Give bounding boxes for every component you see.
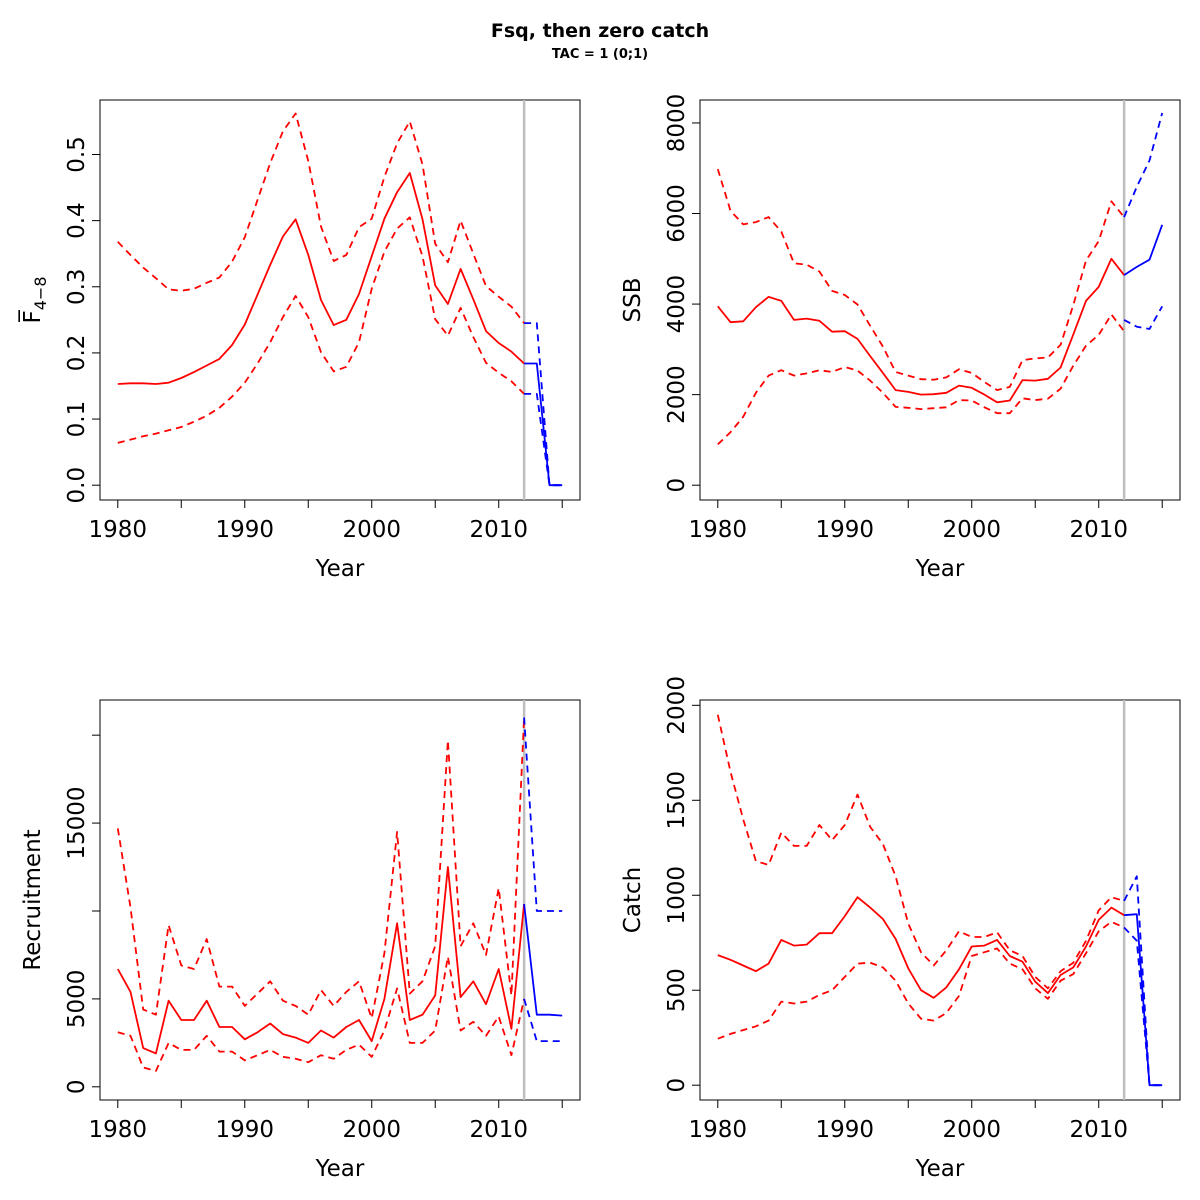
x-tick-label: 1990 [215, 517, 274, 543]
series-line-forecast [523, 903, 563, 1017]
series-line-estimate-lower [717, 920, 1125, 1040]
y-axis-label: Recruitment [20, 829, 46, 970]
series-line-forecast-lower [1123, 305, 1163, 330]
series-line-estimate-lower [717, 313, 1125, 446]
y-tick-label: 1500 [664, 771, 690, 830]
series-line-forecast-upper [1123, 112, 1164, 218]
x-tick-label: 2000 [342, 1117, 401, 1143]
series-line-estimate [717, 896, 1125, 999]
chart-panel-bottom-left: 1980 1990 2000 2010 0 5000 15000 Year Recruitmen… [20, 699, 581, 1182]
series-line-forecast-lower [524, 392, 563, 487]
chart-panel-bottom-right: 1980 1990 2000 2010 0 500 1000 1500 2000 Year Catc… [620, 676, 1181, 1182]
page-subtitle: TAC = 1 (0;1) [551, 47, 649, 62]
x-tick-label: 1990 [815, 517, 874, 543]
chart-panel-top-left: 1980 1990 2000 2010 0.0 0.1 0.2 0.3 0.4 0.5 Year F̅… [18, 99, 581, 582]
y-axis-label-subscript: 4−8 [31, 277, 50, 311]
x-tick-label: 1980 [89, 517, 148, 543]
y-tick-label: 500 [664, 968, 690, 1012]
series-line-forecast [1123, 224, 1164, 276]
series-line-estimate-upper [117, 112, 525, 324]
x-tick-label: 2010 [469, 517, 528, 543]
x-tick-label: 2000 [942, 1117, 1001, 1143]
series-line-estimate-lower [117, 955, 525, 1072]
x-tick-label: 2010 [469, 1117, 528, 1143]
y-tick-label: 0.4 [64, 202, 90, 239]
x-tick-label: 2000 [342, 517, 401, 543]
y-tick-label: 0 [664, 1078, 690, 1093]
y-axis-label: SSB [620, 278, 646, 323]
y-tick-label: 15000 [64, 786, 90, 859]
y-tick-label: 2000 [664, 365, 690, 424]
y-tick-label: 0.5 [64, 136, 90, 173]
x-tick-label: 1990 [215, 1117, 274, 1143]
y-tick-label: 6000 [664, 184, 690, 243]
x-tick-label: 2010 [1069, 517, 1128, 543]
series-line-estimate [117, 866, 525, 1055]
series-line-forecast [524, 362, 563, 487]
series-line-forecast-lower [1123, 926, 1163, 1087]
y-tick-label: 0.0 [64, 467, 90, 504]
y-tick-label: 5000 [64, 970, 90, 1029]
x-axis-label: Year [315, 1156, 365, 1182]
series-line-estimate-lower [117, 216, 525, 444]
y-tick-label: 0.1 [64, 401, 90, 438]
y-tick-label: 0.3 [64, 268, 90, 305]
plot-frame [699, 699, 1181, 1101]
page-title: Fsq, then zero catch [490, 20, 710, 42]
series-line-estimate-upper [716, 714, 1125, 990]
y-tick-label: 0.2 [64, 335, 90, 372]
series-line-estimate [717, 257, 1125, 404]
series-line-estimate [117, 172, 525, 385]
y-tick-label: 0 [664, 478, 690, 493]
chart-panel-top-right: 1980 1990 2000 2010 0 2000 4000 6000 8000 Year SSB [620, 94, 1181, 582]
y-tick-label: 2000 [664, 676, 690, 735]
plot-frame [699, 99, 1181, 501]
x-tick-label: 1980 [689, 1117, 748, 1143]
series-line-estimate-upper [716, 168, 1125, 392]
y-tick-label: 0 [64, 1079, 90, 1094]
plot-frame [99, 99, 581, 501]
series-line-estimate-upper [116, 717, 525, 1020]
x-tick-label: 1990 [815, 1117, 874, 1143]
x-axis-label: Year [915, 1156, 965, 1182]
y-axis-label: Catch [620, 867, 646, 933]
x-axis-label: Year [315, 556, 365, 582]
series-line-forecast [1124, 913, 1163, 1087]
y-tick-label: 8000 [664, 94, 690, 153]
x-axis-label: Year [915, 556, 965, 582]
y-tick-label: 1000 [664, 866, 690, 925]
series-line-forecast-upper [523, 717, 563, 912]
x-tick-label: 1980 [89, 1117, 148, 1143]
series-line-forecast-lower [523, 998, 563, 1042]
x-tick-label: 2000 [942, 517, 1001, 543]
series-line-forecast-upper [524, 322, 563, 487]
plot-frame [99, 699, 581, 1101]
x-tick-label: 2010 [1069, 1117, 1128, 1143]
x-tick-label: 1980 [689, 517, 748, 543]
y-tick-label: 4000 [664, 275, 690, 334]
y-axis-label: F̅4−8 [18, 277, 50, 324]
series-line-forecast-upper [1123, 875, 1163, 1087]
